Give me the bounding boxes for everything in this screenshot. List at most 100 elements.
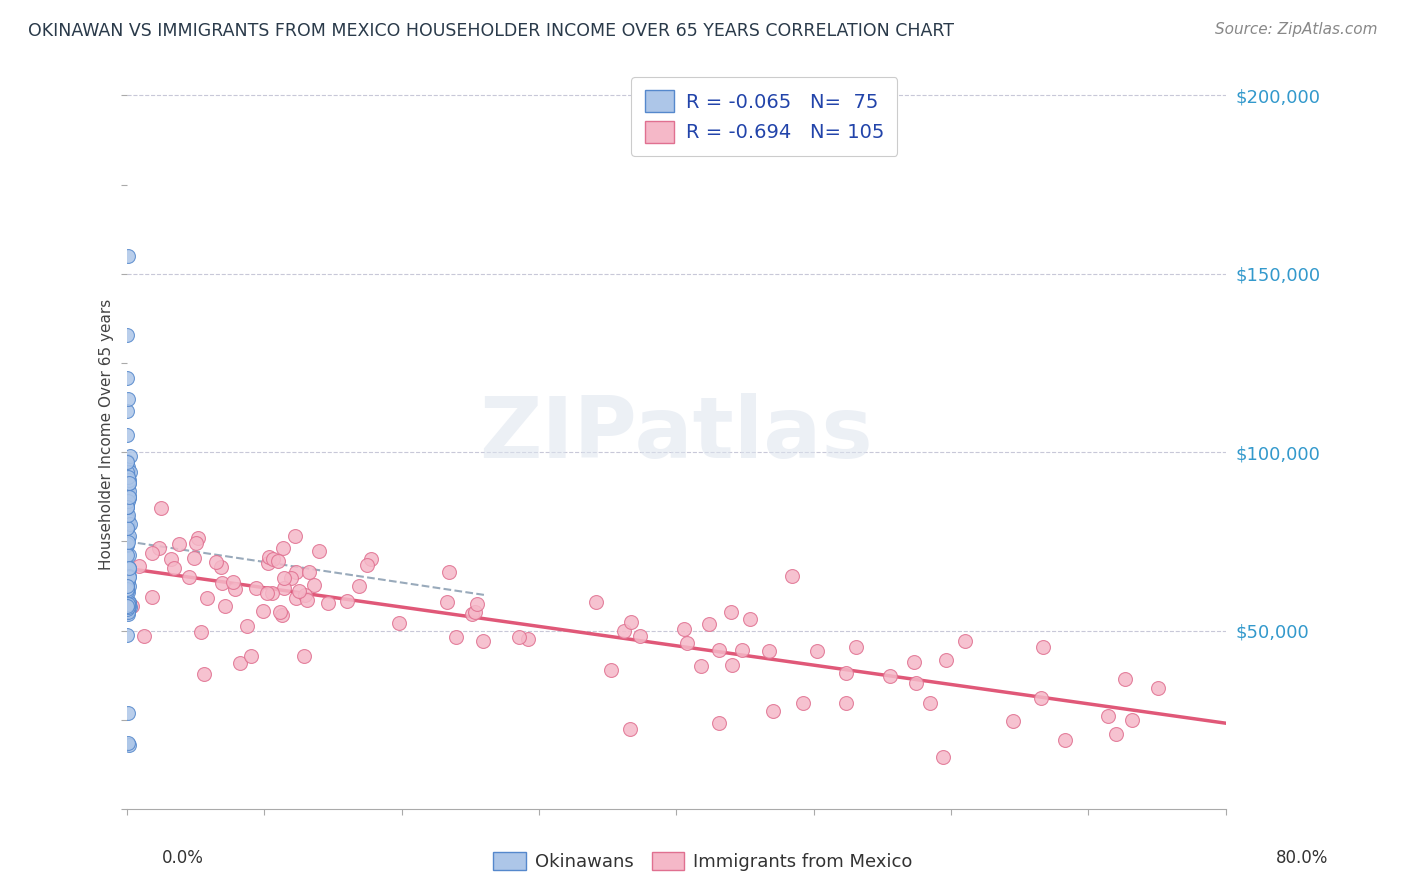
Point (953, 633, 976, 648)
Point (117, 508, 139, 523)
Text: 80.0%: 80.0% (1277, 849, 1329, 867)
Point (118, 561, 141, 575)
Point (117, 602, 139, 616)
Point (115, 500, 138, 514)
Point (673, 622, 696, 636)
Point (118, 475, 141, 490)
Point (284, 529, 307, 543)
Point (257, 550, 280, 565)
Point (298, 566, 321, 580)
Point (707, 715, 730, 730)
Point (245, 582, 267, 596)
Point (121, 599, 143, 614)
Point (115, 520, 138, 534)
Point (118, 491, 141, 505)
Point (115, 477, 138, 491)
Point (256, 557, 278, 571)
Point (620, 615, 643, 629)
Point (118, 548, 141, 562)
Text: Source: ZipAtlas.com: Source: ZipAtlas.com (1215, 22, 1378, 37)
Point (118, 568, 141, 582)
Point (141, 590, 163, 604)
Point (115, 477, 138, 491)
Point (118, 473, 141, 487)
Point (148, 541, 170, 555)
Point (169, 537, 191, 551)
Point (190, 624, 212, 639)
Text: ZIPatlas: ZIPatlas (479, 392, 873, 475)
Point (117, 455, 139, 469)
Point (1001, 714, 1024, 728)
Point (117, 403, 139, 417)
Point (806, 644, 828, 658)
Legend: Okinawans, Immigrants from Mexico: Okinawans, Immigrants from Mexico (486, 845, 920, 879)
Point (294, 649, 316, 664)
Point (214, 599, 236, 613)
Point (222, 574, 245, 589)
Point (128, 558, 150, 573)
Point (294, 588, 316, 602)
Point (117, 392, 139, 406)
Point (115, 579, 138, 593)
Point (316, 596, 339, 610)
Point (461, 607, 484, 621)
Point (758, 644, 780, 658)
Point (599, 663, 621, 677)
Point (1105, 727, 1128, 741)
Point (287, 584, 309, 599)
Point (150, 501, 173, 516)
Point (117, 470, 139, 484)
Point (177, 570, 200, 584)
Point (762, 705, 785, 719)
Point (184, 535, 207, 549)
Point (273, 571, 295, 585)
Point (903, 655, 925, 669)
Point (117, 489, 139, 503)
Point (183, 550, 205, 565)
Point (1147, 681, 1170, 696)
Point (117, 463, 139, 477)
Point (115, 497, 138, 511)
Point (1097, 709, 1119, 723)
Point (118, 449, 141, 463)
Point (115, 538, 138, 552)
Point (1031, 640, 1053, 655)
Point (117, 499, 139, 513)
Point (1053, 733, 1076, 747)
Point (118, 490, 141, 504)
Point (160, 552, 183, 566)
Point (845, 640, 868, 655)
Point (920, 696, 942, 710)
Point (262, 552, 284, 566)
Point (252, 604, 274, 618)
Y-axis label: Householder Income Over 65 years: Householder Income Over 65 years (100, 299, 114, 570)
Point (439, 566, 461, 580)
Point (115, 521, 138, 535)
Point (117, 736, 139, 750)
Point (118, 600, 141, 615)
Text: OKINAWAN VS IMMIGRANTS FROM MEXICO HOUSEHOLDER INCOME OVER 65 YEARS CORRELATION : OKINAWAN VS IMMIGRANTS FROM MEXICO HOUSE… (28, 22, 955, 40)
Point (740, 611, 762, 625)
Point (117, 597, 139, 611)
Point (117, 475, 139, 490)
Point (117, 327, 139, 342)
Point (675, 636, 697, 650)
Point (117, 607, 139, 621)
Point (115, 428, 138, 442)
Point (269, 606, 291, 620)
Point (115, 371, 138, 385)
Point (117, 604, 139, 618)
Point (720, 658, 742, 673)
Point (118, 562, 141, 576)
Point (118, 599, 141, 614)
Point (117, 706, 139, 720)
Point (472, 634, 495, 648)
Point (118, 595, 141, 609)
Point (224, 582, 246, 596)
Point (464, 605, 486, 619)
Point (117, 585, 139, 599)
Point (118, 483, 141, 498)
Point (115, 537, 138, 551)
Point (117, 579, 139, 593)
Point (205, 555, 228, 569)
